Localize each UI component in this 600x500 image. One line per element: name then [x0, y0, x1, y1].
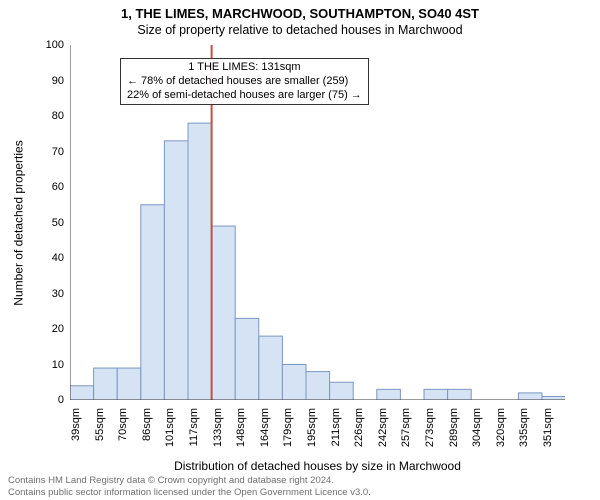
x-tick-label: 320sqm: [495, 408, 507, 458]
annotation-box: 1 THE LIMES: 131sqm ← 78% of detached ho…: [120, 58, 369, 105]
y-tick-label: 0: [4, 394, 64, 406]
x-tick-label: 70sqm: [117, 408, 129, 458]
x-axis-label: Distribution of detached houses by size …: [70, 459, 565, 473]
x-tick-label: 257sqm: [400, 408, 412, 458]
x-tick-label: 55sqm: [94, 408, 106, 458]
x-tick-label: 304sqm: [471, 408, 483, 458]
x-tick-label: 117sqm: [188, 408, 200, 458]
x-tick-label: 101sqm: [164, 408, 176, 458]
annotation-line2: ← 78% of detached houses are smaller (25…: [127, 75, 362, 89]
x-tick-label: 86sqm: [141, 408, 153, 458]
annotation-line3: 22% of semi-detached houses are larger (…: [127, 89, 362, 103]
x-tick-label: 133sqm: [212, 408, 224, 458]
x-tick-label: 226sqm: [353, 408, 365, 458]
x-tick-label: 335sqm: [518, 408, 530, 458]
x-tick-label: 211sqm: [330, 408, 342, 458]
y-tick-label: 70: [4, 146, 64, 158]
y-tick-label: 40: [4, 252, 64, 264]
x-tick-label: 39sqm: [70, 408, 82, 458]
x-tick-label: 179sqm: [282, 408, 294, 458]
footer-text: Contains HM Land Registry data © Crown c…: [8, 475, 371, 498]
y-tick-label: 60: [4, 181, 64, 193]
y-tick-label: 20: [4, 323, 64, 335]
x-tick-label: 289sqm: [448, 408, 460, 458]
x-tick-label: 273sqm: [424, 408, 436, 458]
chart-title: 1, THE LIMES, MARCHWOOD, SOUTHAMPTON, SO…: [0, 6, 600, 21]
x-tick-label: 195sqm: [306, 408, 318, 458]
y-tick-label: 90: [4, 75, 64, 87]
chart-subtitle: Size of property relative to detached ho…: [0, 23, 600, 37]
annotation-line1: 1 THE LIMES: 131sqm: [127, 61, 362, 75]
x-tick-label: 242sqm: [377, 408, 389, 458]
y-tick-label: 50: [4, 217, 64, 229]
x-tick-label: 148sqm: [235, 408, 247, 458]
y-tick-label: 100: [4, 39, 64, 51]
x-tick-label: 351sqm: [542, 408, 554, 458]
y-tick-label: 30: [4, 288, 64, 300]
x-tick-label: 164sqm: [259, 408, 271, 458]
y-tick-label: 80: [4, 110, 64, 122]
y-tick-label: 10: [4, 359, 64, 371]
